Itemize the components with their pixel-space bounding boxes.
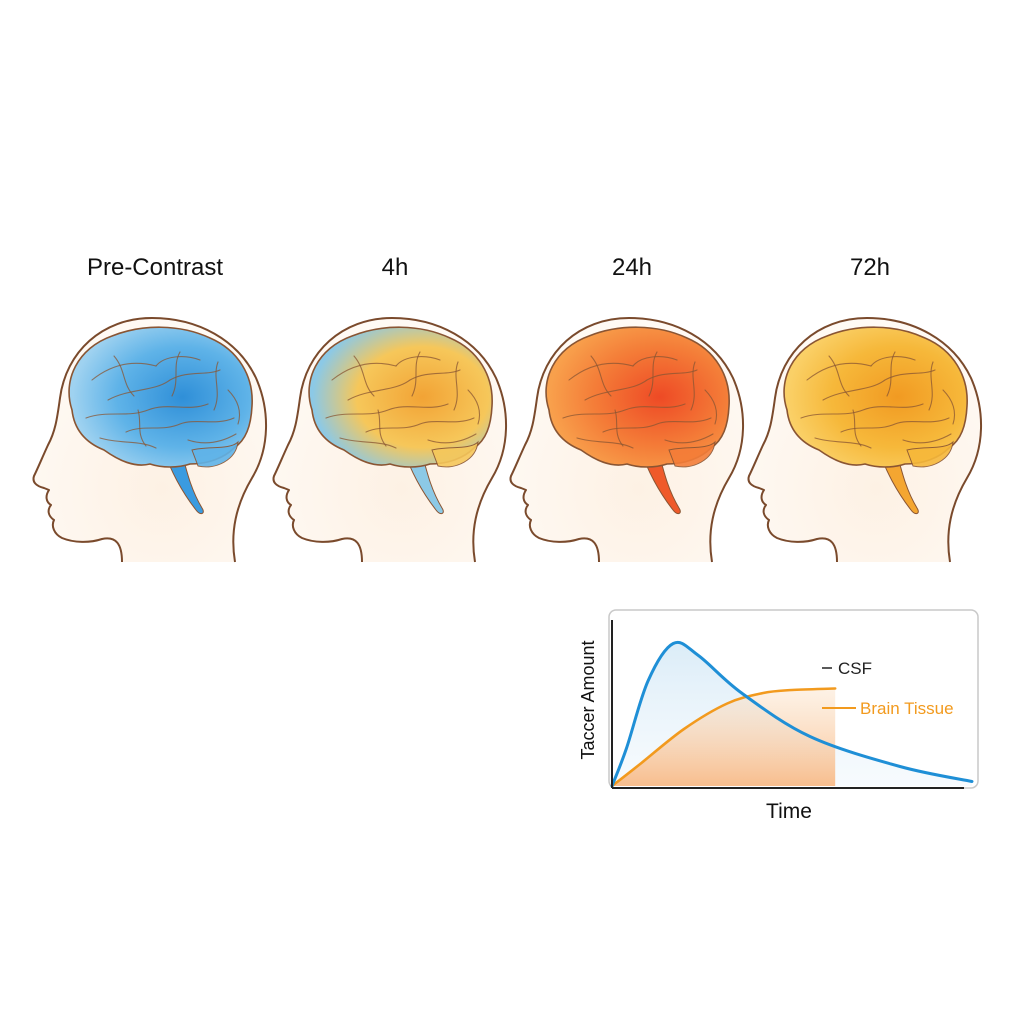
head-illustration-72h xyxy=(745,300,995,570)
brain xyxy=(783,326,968,468)
legend-brain-label: Brain Tissue xyxy=(860,699,954,718)
series-line-brain-tissue xyxy=(610,687,837,788)
brain xyxy=(545,326,730,468)
x-axis-label: Time xyxy=(766,800,812,823)
y-axis-label: Taccer Amount xyxy=(578,640,598,759)
brain-tissue-area xyxy=(612,688,836,786)
cerebellum xyxy=(431,440,479,468)
panel-title-pre-contrast: Pre-Contrast xyxy=(86,254,224,281)
tracer-chart: Taccer Amount Time CSF Brain Tissue xyxy=(576,600,986,840)
legend-csf-label: CSF xyxy=(838,659,872,678)
panel-title-24h: 24h xyxy=(611,254,653,281)
brain xyxy=(308,326,493,468)
cerebellum xyxy=(191,440,239,468)
head-illustration-24h xyxy=(507,300,757,570)
series-line-csf xyxy=(610,640,974,788)
panel-title-72h: 72h xyxy=(849,254,891,281)
cerebellum xyxy=(906,440,954,468)
cerebellum xyxy=(668,440,716,468)
panel-title-4h: 4h xyxy=(381,254,409,281)
brain xyxy=(68,326,253,468)
head-illustration-4h xyxy=(270,300,520,570)
head-illustration-pre-contrast xyxy=(30,300,280,570)
